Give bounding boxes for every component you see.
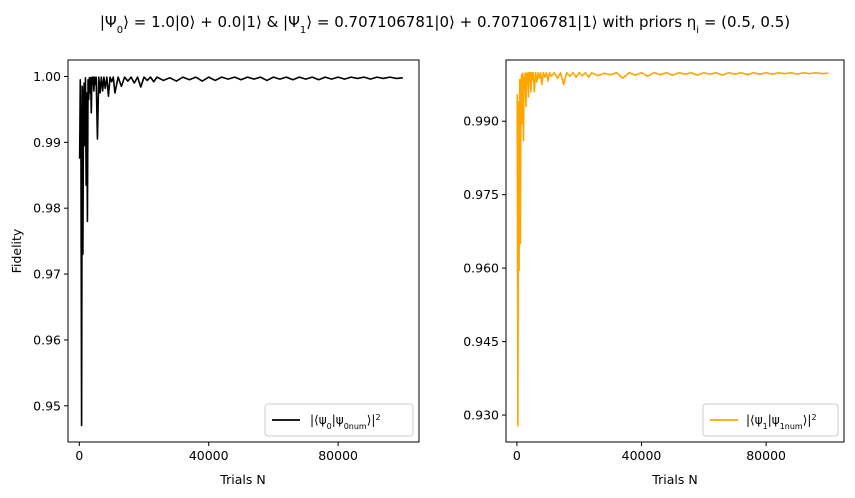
left-chart-x-ticks: 0 40000 80000 — [75, 442, 358, 463]
left-chart-x-axis-label: Trials N — [219, 472, 265, 487]
right-chart-y-tick-label: 0.975 — [463, 187, 499, 202]
right-chart-x-axis-label: Trials N — [651, 472, 697, 487]
right-chart-legend-label: |⟨ψ1|ψ1num⟩|2 — [746, 413, 817, 431]
right-chart-y-tick-label: 0.990 — [463, 114, 499, 129]
figure-title: |Ψ0⟩ = 1.0|0⟩ + 0.0|1⟩ & |Ψ1⟩ = 0.707106… — [100, 13, 790, 36]
right-chart-x-ticks: 0 40000 80000 — [513, 442, 786, 463]
left-chart-y-axis-label: Fidelity — [9, 228, 24, 273]
left-chart-y-tick-label: 0.95 — [33, 398, 61, 413]
right-chart-legend: |⟨ψ1|ψ1num⟩|2 — [702, 403, 839, 437]
right-chart-x-tick-label: 40000 — [622, 448, 662, 463]
left-chart-frame — [67, 59, 420, 443]
left-chart-y-tick-label: 0.97 — [33, 267, 61, 282]
left-chart-y-tick-label: 1.00 — [33, 69, 61, 84]
right-chart-y-ticks: 0.930 0.945 0.960 0.975 0.990 — [463, 114, 506, 423]
right-chart-x-tick-label: 80000 — [746, 448, 786, 463]
left-chart-y-tick-label: 0.98 — [33, 201, 61, 216]
left-chart-legend-label: |⟨ψ0|ψ0num⟩|2 — [310, 413, 381, 431]
left-chart-series-line-0 — [78, 76, 403, 427]
right-chart-legend-box — [702, 403, 839, 437]
right-chart-y-tick-label: 0.960 — [463, 261, 499, 276]
left-chart-plot-area — [78, 76, 403, 427]
right-chart-series-line-0 — [516, 71, 829, 427]
left-chart-legend: |⟨ψ0|ψ0num⟩|2 — [264, 403, 414, 437]
right-chart-y-tick-label: 0.930 — [463, 408, 499, 423]
left-chart-y-tick-label: 0.99 — [33, 135, 61, 150]
left-chart-x-tick-label: 0 — [75, 448, 83, 463]
right-chart-y-tick-label: 0.945 — [463, 334, 499, 349]
left-chart-legend-box — [264, 403, 414, 437]
left-chart-x-tick-label: 40000 — [189, 448, 229, 463]
right-chart-frame — [505, 59, 845, 443]
right-chart-plot-area — [516, 71, 829, 427]
left-chart-x-tick-label: 80000 — [318, 448, 358, 463]
left-chart: 0 40000 80000 0.95 0.96 0.97 0.98 0.99 1.00 Tri… — [9, 59, 420, 487]
left-chart-y-ticks: 0.95 0.96 0.97 0.98 0.99 1.00 — [33, 69, 68, 413]
left-chart-y-tick-label: 0.96 — [33, 332, 61, 347]
right-chart: 0 40000 80000 0.930 0.945 0.960 0.975 0.990 Tr… — [463, 59, 845, 487]
right-chart-x-tick-label: 0 — [513, 448, 521, 463]
